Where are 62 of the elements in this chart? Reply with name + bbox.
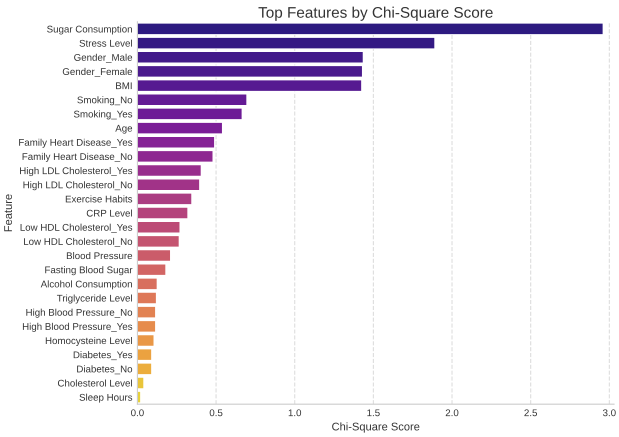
y-tick-label: Alcohol Consumption [40, 280, 132, 290]
chart-title: Top Features by Chi-Square Score [258, 6, 493, 21]
x-tick-label: 3.0 [602, 409, 616, 416]
y-tick-label: Homocysteine Level [46, 336, 132, 346]
x-tick-label: 1.5 [367, 409, 380, 416]
y-tick-label: Sleep Hours [80, 394, 132, 403]
y-tick-label: Cholesterol Level [58, 379, 132, 387]
y-tick-label: Fasting Blood Sugar [45, 266, 132, 276]
x-tick-label: 2.5 [524, 409, 538, 416]
y-axis-title: Feature [4, 194, 12, 232]
x-tick-label: 0.5 [210, 409, 222, 416]
bar [137, 94, 248, 106]
y-tick-label: High Blood Pressure_No [26, 308, 132, 318]
bar [137, 320, 156, 332]
y-tick-label: High LDL Cholesterol_No [23, 181, 132, 190]
bar [137, 278, 158, 290]
bar [137, 37, 436, 50]
y-tick-label: High LDL Cholesterol_Yes [20, 167, 132, 176]
bar [137, 164, 202, 177]
bar [137, 206, 188, 220]
bar [137, 108, 242, 120]
bar [137, 249, 171, 262]
y-tick-label: BMI [116, 82, 132, 90]
y-tick-label: Blood Pressure [66, 252, 132, 260]
bar [137, 136, 215, 148]
y-tick-label: Triglyceride Level [56, 294, 132, 304]
y-tick-label: Smoking_Yes [74, 110, 132, 120]
bar [137, 221, 180, 234]
y-tick-label: Gender_Female [62, 68, 132, 77]
y-tick-label: Age [115, 124, 132, 134]
bar [137, 348, 152, 361]
y-tick-label: Stress Level [80, 40, 132, 47]
bar [137, 65, 363, 78]
y-tick-label: Exercise Habits [66, 195, 132, 202]
y-tick-label: Low HDL Cholesterol_Yes [20, 224, 132, 233]
bar [137, 150, 214, 162]
bar [137, 264, 166, 276]
y-tick-label: Gender_Male [74, 54, 132, 63]
bar [137, 334, 154, 347]
bar [137, 22, 604, 36]
x-axis-title: Chi-Square Score [332, 422, 420, 433]
bar [137, 79, 362, 92]
bar [137, 235, 180, 248]
y-tick-label: High Blood Pressure_Yes [22, 322, 132, 332]
x-tick-label: 2.0 [446, 409, 458, 416]
bar [137, 178, 200, 191]
bar [137, 51, 364, 64]
y-tick-label: Diabetes_No [77, 365, 132, 374]
y-tick-label: Smoking_No [77, 96, 132, 106]
x-tick-label: 1.0 [288, 409, 302, 416]
y-tick-label: Low HDL Cholesterol_No [24, 238, 132, 247]
x-tick-label: 0.0 [131, 409, 144, 416]
y-tick-label: Family Heart Disease_No [22, 152, 132, 162]
y-tick-label: Diabetes_Yes [74, 351, 132, 360]
bar [137, 192, 192, 205]
y-tick-label: Sugar Consumption [47, 25, 132, 34]
y-tick-label: Family Heart Disease_Yes [19, 138, 132, 148]
bar [137, 292, 157, 304]
bar [137, 306, 156, 318]
bar [137, 362, 152, 375]
bar [137, 122, 223, 134]
y-tick-label: CRP Level [86, 210, 132, 217]
